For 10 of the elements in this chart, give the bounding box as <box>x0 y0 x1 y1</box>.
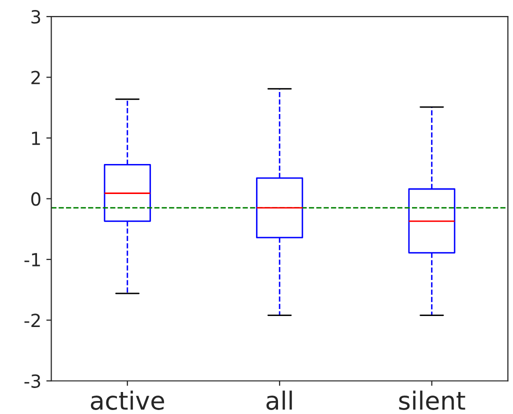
y-tick-label: -2 <box>24 314 40 328</box>
y-tick-label: -1 <box>24 253 40 266</box>
y-tick-label: -3 <box>24 374 40 388</box>
y-tick-label: 0 <box>31 192 40 206</box>
y-tick-label: 3 <box>31 10 40 24</box>
y-tick-label: 1 <box>32 132 40 145</box>
x-tick-label: all <box>266 390 292 410</box>
x-tick-label: silent <box>399 390 466 410</box>
x-tick-label: active <box>90 390 164 410</box>
y-tick-label: 2 <box>31 70 40 84</box>
